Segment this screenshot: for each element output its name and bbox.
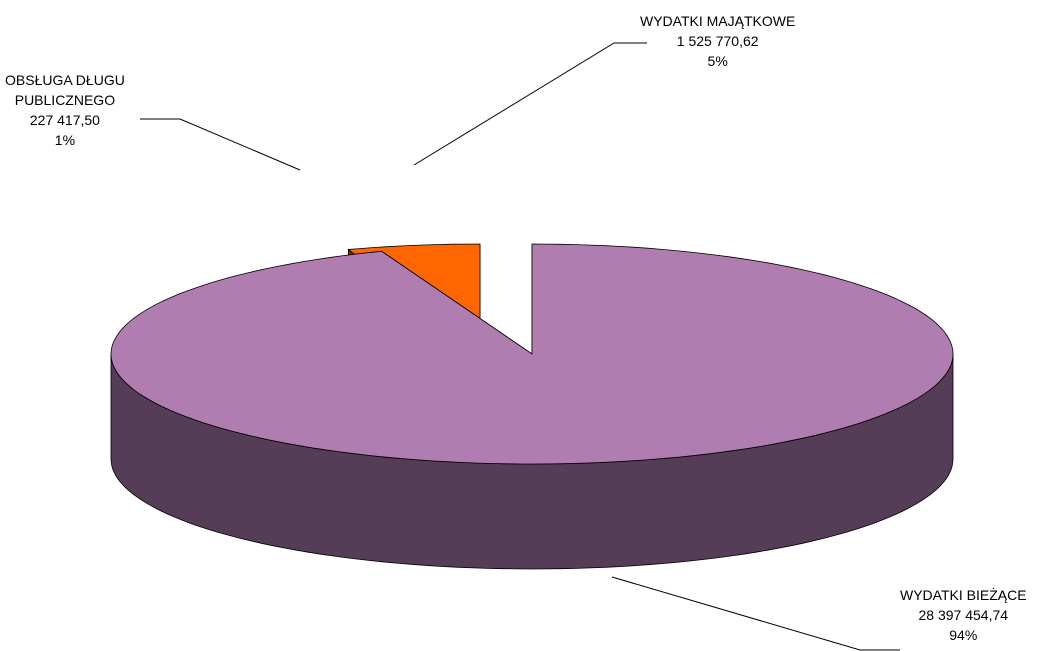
leader-lines — [140, 42, 900, 651]
slice-name-line2: PUBLICZNEGO — [14, 92, 116, 108]
slice-value: 1 525 770,62 — [676, 33, 759, 49]
leader-line — [413, 42, 647, 166]
slice-percent: 5% — [707, 53, 728, 69]
slice-value: 28 397 454,74 — [918, 607, 1009, 623]
slice-name: WYDATKI BIEŻĄCE — [900, 587, 1027, 603]
label-obsluga-dlugu: OBSŁUGA DŁUGU PUBLICZNEGO 227 417,50 1% — [5, 70, 125, 150]
pie-slice — [110, 243, 954, 570]
slice-percent: 94% — [949, 627, 978, 643]
slice-value: 227 417,50 — [29, 112, 100, 128]
label-wydatki-majatkowe: WYDATKI MAJĄTKOWE 1 525 770,62 5% — [640, 11, 795, 71]
slice-name: WYDATKI MAJĄTKOWE — [640, 13, 796, 29]
leader-line — [140, 118, 301, 171]
slice-percent: 1% — [54, 132, 76, 148]
label-wydatki-biezace: WYDATKI BIEŻĄCE 28 397 454,74 94% — [900, 585, 1027, 645]
slice-top — [110, 243, 954, 465]
slice-name-line1: OBSŁUGA DŁUGU — [5, 72, 125, 88]
pie-slices — [110, 243, 954, 570]
leader-line — [611, 576, 900, 651]
